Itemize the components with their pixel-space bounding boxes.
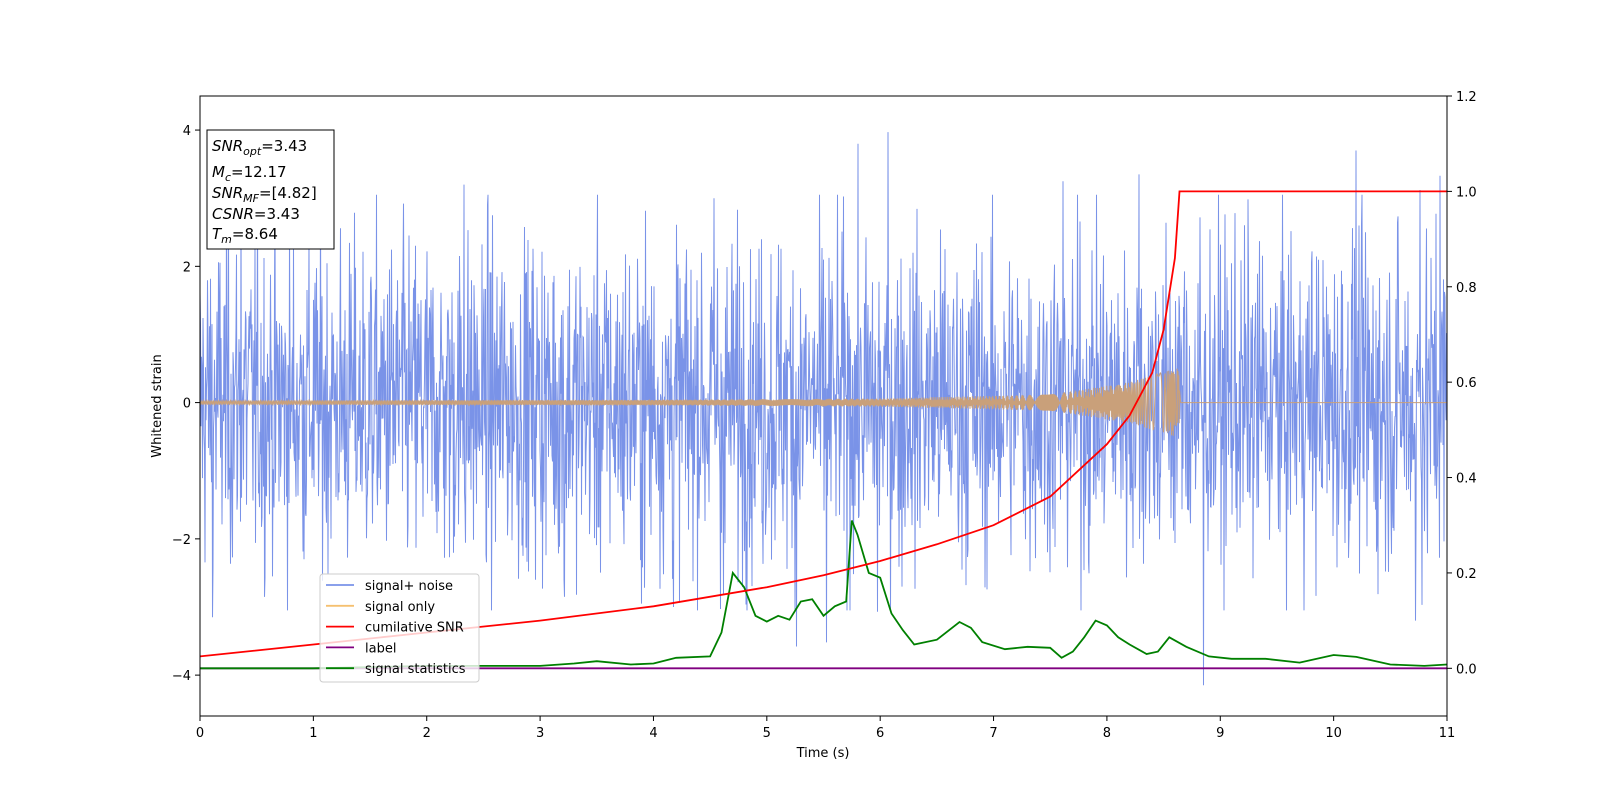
plot-frame xyxy=(199,95,1448,717)
y2-tick-label: 0.4 xyxy=(1456,472,1477,487)
series-signal-only-line xyxy=(200,368,1447,436)
legend-label: signal statistics xyxy=(365,662,466,677)
x-axis-label: Time (s) xyxy=(796,746,850,761)
x-tick-label: 0 xyxy=(196,726,204,741)
x-tick-label: 11 xyxy=(1439,726,1456,741)
info-line: Tm=8.64 xyxy=(212,225,278,246)
y2-tick-label: 1.2 xyxy=(1456,90,1477,105)
x-tick-label: 2 xyxy=(423,726,431,741)
info-line: Mc=12.17 xyxy=(212,163,287,184)
series-cumulative-snr-line xyxy=(200,190,1447,658)
y-tick-label: 0 xyxy=(183,397,191,412)
x-tick-label: 8 xyxy=(1103,726,1111,741)
y2-tick-label: 0.8 xyxy=(1456,281,1477,296)
legend-label: cumilative SNR xyxy=(365,621,464,636)
info-line: CSNR=3.43 xyxy=(212,205,300,223)
info-box-frame xyxy=(206,129,335,250)
legend-frame xyxy=(319,573,480,683)
x-tick-label: 9 xyxy=(1216,726,1224,741)
x-tick-label: 4 xyxy=(649,726,657,741)
x-tick-label: 6 xyxy=(876,726,884,741)
x-tick-label: 3 xyxy=(536,726,544,741)
info-box: SNRopt=3.43 Mc=12.17SNRMF=[4.82]CSNR=3.43… xyxy=(206,129,335,250)
series-signal-statistics-line xyxy=(200,520,1447,670)
x-tick-label: 5 xyxy=(763,726,771,741)
x-tick-label: 1 xyxy=(309,726,317,741)
x-tick-label: 7 xyxy=(989,726,997,741)
y-axis-label: Whitened strain xyxy=(150,354,165,457)
y2-tick-label: 1.0 xyxy=(1456,185,1477,200)
axes-layer: −4 −2 0 2 4 0.0 0.2 0.4 0.6 0.8 1.0 1.2 0 1 2 3 4 5 6 7 8 9 10… xyxy=(172,90,1477,741)
y2-tick-label: 0.0 xyxy=(1456,662,1477,677)
series-signal-noise-line xyxy=(200,132,1447,686)
legend: signal+ noise signal only cumilative SNR la… xyxy=(319,573,480,683)
y-tick-label: −4 xyxy=(172,669,191,684)
y-tick-label: 4 xyxy=(183,124,191,139)
y2-tick-label: 0.2 xyxy=(1456,567,1477,582)
legend-label: label xyxy=(365,641,396,656)
y-tick-label: −2 xyxy=(172,533,191,548)
legend-label: signal+ noise xyxy=(365,579,453,594)
y2-tick-label: 0.6 xyxy=(1456,376,1477,391)
info-line: SNRMF=[4.82] xyxy=(212,184,317,205)
y-tick-label: 2 xyxy=(183,260,191,275)
info-line: SNRopt=3.43 xyxy=(212,137,307,158)
x-tick-label: 10 xyxy=(1325,726,1342,741)
legend-label: signal only xyxy=(365,600,435,615)
